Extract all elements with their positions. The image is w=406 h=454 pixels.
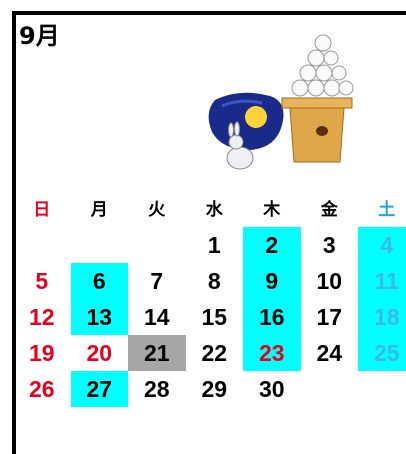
month-title: 9月 [19,22,60,50]
day: 19 [28,340,55,366]
day: 16 [243,299,301,335]
day: 1 [207,232,221,258]
day: 18 [358,299,406,335]
day: 2 [243,227,301,263]
day: 13 [70,299,128,335]
day: 8 [207,268,221,294]
day: 6 [70,263,128,299]
day: 11 [358,263,406,299]
day: 28 [143,376,170,402]
day: 20 [86,340,113,366]
day: 3 [322,232,336,258]
day: 4 [358,227,406,263]
day: 27 [70,371,128,407]
weekday-header: 金 [320,200,338,220]
day: 30 [258,376,285,402]
weekday-header: 日 [33,200,51,220]
day: 25 [358,335,406,371]
frame [12,11,406,15]
moon-viewing-illustration [208,34,354,170]
weekday-header: 月 [90,200,108,220]
day: 7 [150,268,164,294]
weekday-header: 水 [205,200,223,220]
frame [12,11,16,454]
day: 24 [316,340,343,366]
weekday-header: 木 [263,200,281,220]
weekday-header: 土 [378,200,396,220]
day: 22 [201,340,228,366]
day: 15 [201,304,228,330]
day: 5 [35,268,49,294]
day: 23 [243,335,301,371]
day: 29 [201,376,228,402]
day: 9 [243,263,301,299]
day: 10 [316,268,343,294]
day: 17 [316,304,343,330]
day: 12 [28,304,55,330]
day: 14 [143,304,170,330]
day: 21 [128,335,186,371]
day: 26 [28,376,55,402]
weekday-header: 火 [148,200,166,220]
